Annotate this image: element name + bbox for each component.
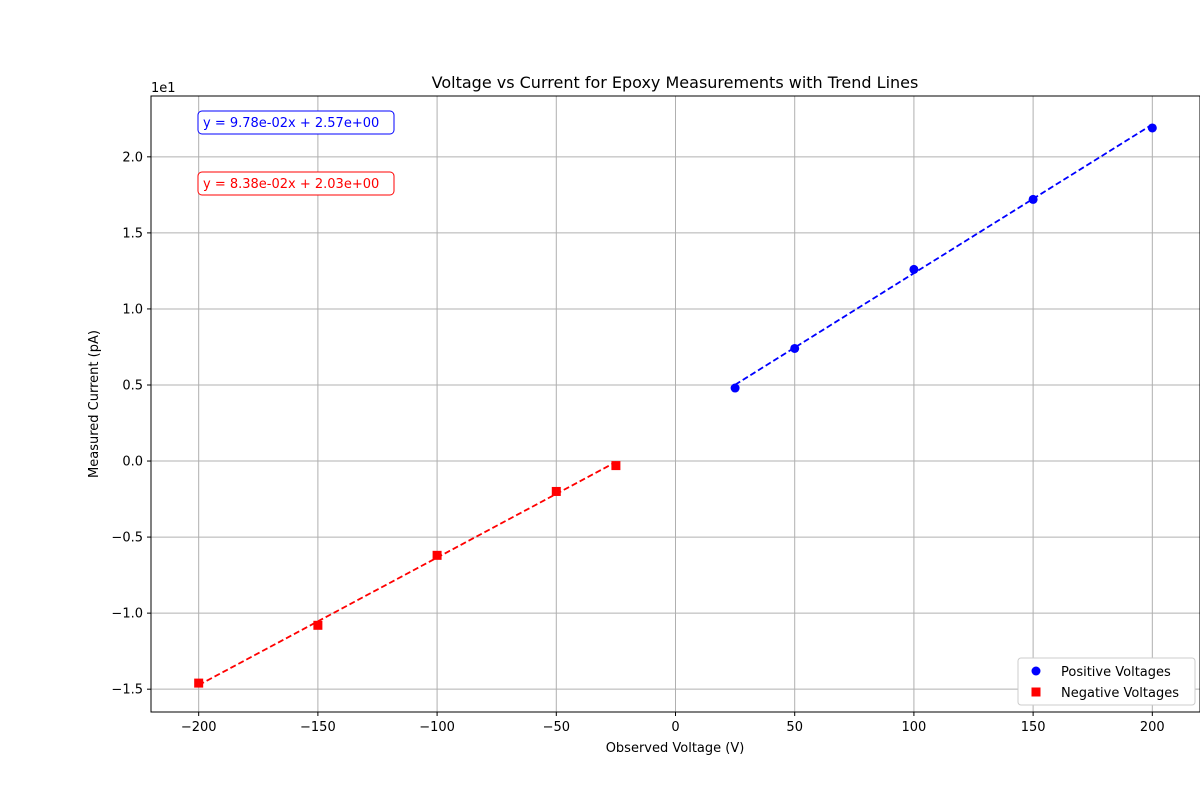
legend-marker-negative [1031, 687, 1041, 697]
y-tick-label: −1.5 [111, 683, 143, 698]
trend-line-positive [734, 123, 1153, 386]
data-point-negative [313, 620, 323, 630]
y-tick-label: 0.0 [122, 455, 143, 470]
legend-label-negative: Negative Voltages [1061, 686, 1179, 701]
data-point-negative [432, 550, 442, 560]
y-axis-offset-label: 1e1 [151, 81, 176, 96]
data-point-positive [1028, 194, 1038, 204]
y-tick-label: 1.0 [122, 302, 143, 317]
legend-label-positive: Positive Voltages [1061, 665, 1171, 680]
chart-title: Voltage vs Current for Epoxy Measurement… [432, 73, 919, 92]
y-tick-label: −0.5 [111, 531, 143, 546]
data-point-negative [551, 486, 561, 496]
equation-text-negative: y = 8.38e-02x + 2.03e+00 [203, 177, 379, 192]
x-tick-label: 100 [901, 720, 926, 735]
x-tick-label: 0 [671, 720, 679, 735]
y-axis-ticks: −1.5 −1.0 −0.5 0.0 0.5 1.0 1.5 2.0 [111, 150, 151, 698]
equation-text-positive: y = 9.78e-02x + 2.57e+00 [203, 116, 379, 131]
data-point-positive [730, 383, 740, 393]
x-axis-label: Observed Voltage (V) [606, 741, 745, 756]
x-tick-label: −50 [543, 720, 570, 735]
x-tick-label: 150 [1021, 720, 1046, 735]
equation-box-negative: y = 8.38e-02x + 2.03e+00 [197, 171, 395, 196]
y-tick-label: −1.0 [111, 607, 143, 622]
y-tick-label: 1.5 [122, 226, 143, 241]
data-point-positive [909, 264, 919, 274]
x-tick-label: −150 [300, 720, 336, 735]
data-point-positive [1147, 123, 1157, 133]
trend-line-negative [198, 461, 617, 686]
equation-box-positive: y = 9.78e-02x + 2.57e+00 [197, 110, 395, 135]
data-point-negative [194, 678, 204, 688]
y-axis-label: Measured Current (pA) [87, 330, 102, 478]
legend-marker-positive [1031, 666, 1041, 676]
data-points [194, 123, 1157, 688]
data-point-positive [790, 343, 800, 353]
x-tick-label: −200 [181, 720, 217, 735]
x-tick-label: 50 [786, 720, 803, 735]
legend: Positive Voltages Negative Voltages [1017, 657, 1196, 706]
x-tick-label: 200 [1140, 720, 1165, 735]
data-point-negative [611, 461, 621, 471]
x-axis-ticks: −200 −150 −100 −50 0 50 100 150 200 [181, 712, 1165, 735]
trend-lines [198, 123, 1153, 686]
x-tick-label: −100 [419, 720, 455, 735]
y-tick-label: 0.5 [122, 378, 143, 393]
y-tick-label: 2.0 [122, 150, 143, 165]
grid-lines [151, 96, 1200, 712]
